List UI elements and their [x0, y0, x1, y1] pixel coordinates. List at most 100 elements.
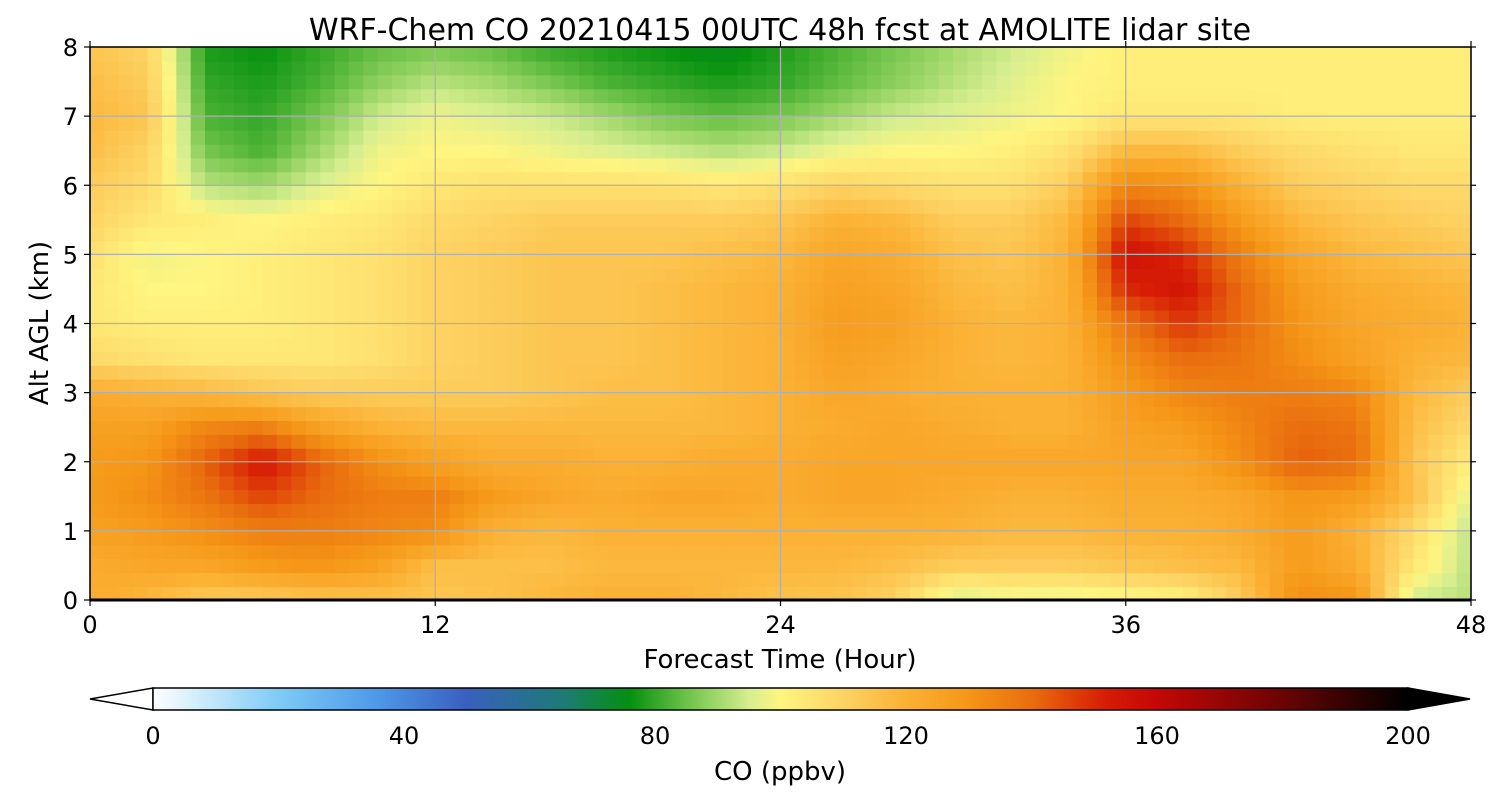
heatmap-cell [895, 517, 911, 532]
heatmap-cell [996, 420, 1012, 435]
heatmap-cell [909, 282, 926, 297]
heatmap-cell [1125, 378, 1141, 394]
heatmap-cell [449, 558, 465, 574]
heatmap-cell [161, 434, 178, 449]
heatmap-cell [794, 586, 811, 600]
heatmap-cell [190, 295, 206, 311]
heatmap-field [90, 47, 1471, 600]
heatmap-cell [1125, 254, 1141, 269]
heatmap-cell [622, 544, 638, 560]
heatmap-cell [751, 199, 767, 214]
heatmap-cell [248, 295, 264, 311]
heatmap-cell [866, 268, 882, 283]
heatmap-cell [205, 586, 221, 600]
heatmap-cell [334, 434, 350, 449]
heatmap-cell [895, 309, 911, 325]
heatmap-cell [651, 447, 667, 463]
heatmap-cell [535, 185, 552, 200]
heatmap-cell [823, 60, 839, 76]
heatmap-cell [521, 364, 537, 380]
heatmap-cell [320, 406, 336, 422]
heatmap-cell [147, 351, 163, 366]
heatmap-cell [665, 129, 681, 145]
heatmap-cell [1197, 378, 1213, 394]
heatmap-cell [909, 60, 926, 76]
heatmap-cell [564, 586, 580, 600]
heatmap-cell [133, 572, 149, 587]
heatmap-cell [636, 420, 652, 435]
heatmap-cell [593, 268, 609, 283]
heatmap-cell [521, 60, 537, 76]
heatmap-cell [1240, 74, 1257, 90]
heatmap-cell [622, 47, 638, 62]
heatmap-cell [1183, 530, 1199, 546]
heatmap-cell [1384, 544, 1400, 560]
heatmap-cell [478, 489, 494, 505]
heatmap-cell [579, 337, 595, 352]
heatmap-cell [751, 74, 767, 90]
heatmap-cell [1298, 129, 1314, 145]
heatmap-cell [406, 199, 422, 214]
heatmap-cell [176, 47, 192, 62]
heatmap-cell [881, 240, 897, 256]
heatmap-cell [205, 406, 221, 422]
heatmap-cell [1384, 475, 1400, 491]
heatmap-cell [277, 74, 293, 90]
heatmap-cell [377, 558, 393, 574]
heatmap-cell [1168, 157, 1185, 173]
heatmap-cell [305, 116, 321, 131]
heatmap-cell [1039, 378, 1055, 394]
heatmap-cell [377, 447, 393, 463]
heatmap-cell [1154, 129, 1170, 145]
heatmap-cell [1240, 503, 1257, 518]
heatmap-cell [262, 572, 278, 587]
heatmap-cell [348, 88, 365, 104]
heatmap-cell [521, 406, 537, 422]
heatmap-cell [909, 323, 926, 339]
heatmap-cell [1413, 143, 1429, 159]
heatmap-cell [895, 268, 911, 283]
heatmap-cell [665, 199, 681, 214]
heatmap-cell [233, 544, 250, 560]
heatmap-cell [334, 212, 350, 228]
heatmap-cell [895, 47, 911, 62]
heatmap-cell [1039, 323, 1055, 339]
heatmap-cell [1240, 185, 1257, 200]
heatmap-cell [794, 517, 811, 532]
heatmap-cell [881, 503, 897, 518]
heatmap-cell [665, 212, 681, 228]
heatmap-cell [205, 351, 221, 366]
heatmap-cell [967, 544, 983, 560]
heatmap-cell [1053, 212, 1070, 228]
heatmap-cell [1255, 74, 1271, 90]
heatmap-cell [1096, 392, 1113, 408]
heatmap-cell [737, 517, 753, 532]
heatmap-cell [1456, 503, 1471, 518]
heatmap-cell [1341, 558, 1357, 574]
heatmap-cell [277, 406, 293, 422]
heatmap-cell [1283, 475, 1300, 491]
heatmap-cell [809, 240, 825, 256]
heatmap-cell [1298, 530, 1314, 546]
heatmap-cell [1226, 199, 1242, 214]
heatmap-cell [766, 406, 782, 422]
heatmap-cell [248, 475, 264, 491]
heatmap-cell [665, 254, 681, 269]
heatmap-cell [1240, 420, 1257, 435]
heatmap-cell [679, 295, 695, 311]
heatmap-cell [665, 572, 681, 587]
heatmap-cell [996, 309, 1012, 325]
heatmap-cell [507, 185, 523, 200]
heatmap-cell [593, 295, 609, 311]
heatmap-cell [320, 475, 336, 491]
heatmap-cell [478, 88, 494, 104]
heatmap-cell [435, 489, 451, 505]
heatmap-cell [607, 102, 624, 117]
heatmap-cell [1010, 572, 1026, 587]
heatmap-cell [852, 503, 868, 518]
heatmap-cell [794, 129, 811, 145]
heatmap-cell [1010, 447, 1026, 463]
heatmap-cell [593, 406, 609, 422]
heatmap-cell [550, 309, 566, 325]
heatmap-cell [262, 586, 278, 600]
